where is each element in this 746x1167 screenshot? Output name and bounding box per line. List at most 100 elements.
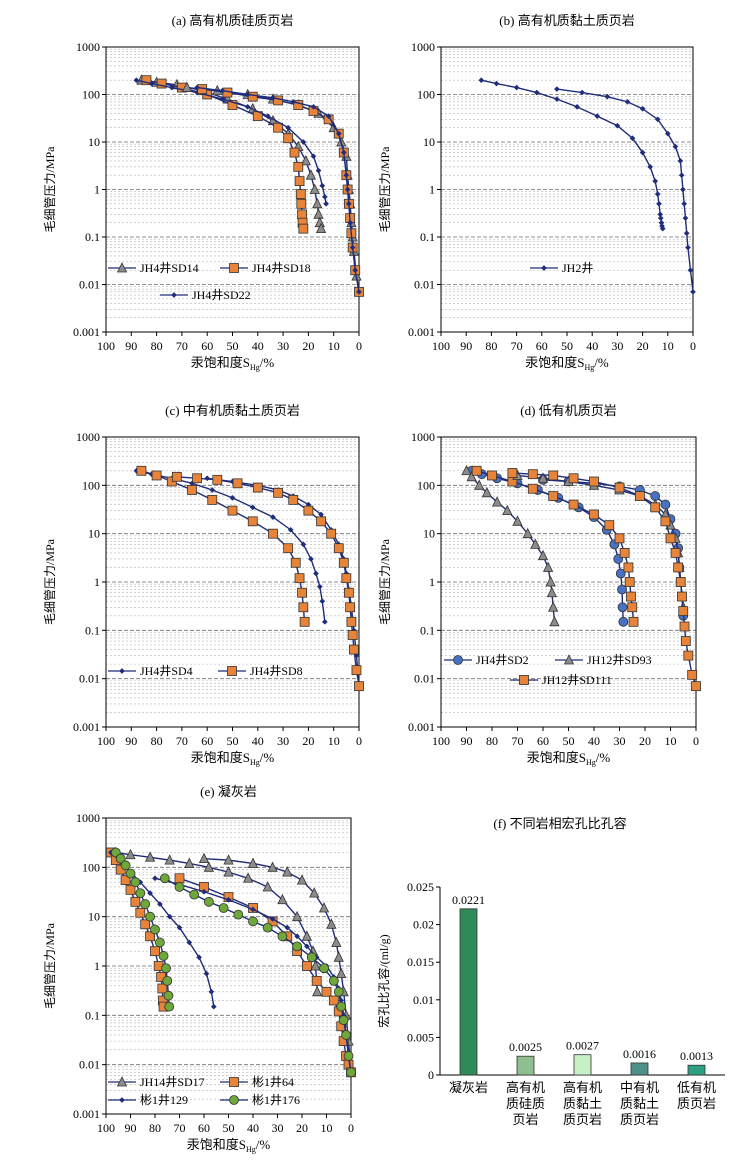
y-tick-label: 0.1 [85,230,100,244]
data-point [176,924,183,931]
data-point [345,602,356,613]
data-point [512,515,523,526]
bar [516,1055,535,1076]
panel-title: (c) 中有机质黏土质页岩 [165,403,300,418]
data-point [654,116,661,123]
y-tick-label: 0.02 [413,918,434,932]
x-tick-label: 50 [563,734,575,748]
data-point [626,591,636,602]
legend-label: 彬1井176 [252,1093,300,1107]
data-point [163,990,174,1001]
data-point [664,130,671,137]
data-point [158,951,169,961]
y-tick-label: 0.001 [408,720,435,734]
data-point [299,616,310,627]
data-point [687,669,698,680]
y-tick-label: 0.001 [73,1107,100,1121]
data-point [125,884,136,895]
y-tick-label: 100 [82,860,100,874]
data-point [312,985,323,997]
y-tick-label: 0 [428,1068,434,1082]
data-point [147,890,153,896]
legend-marker [119,1097,125,1103]
data-point [248,916,258,927]
data-point [624,577,635,587]
data-point [315,167,322,174]
x-axis-label-sub: Hg [585,363,595,372]
data-point [614,482,625,493]
legend-label: JH12井SD111 [542,673,612,687]
x-category-label: 质黏土 [563,1096,602,1111]
data-point [341,1030,352,1040]
data-point [244,104,251,110]
y-tick-label: 0.01 [414,672,435,686]
data-point [181,81,193,92]
data-point [316,583,323,590]
data-point [164,1001,175,1012]
data-point [487,470,497,481]
data-point [212,474,223,485]
x-axis-label-main: 汞饱和度S [191,750,250,765]
y-tick-label: 0.01 [79,1058,100,1072]
data-point [310,104,317,110]
y-tick-label: 0.001 [73,720,100,734]
x-axis-label-main: 汞饱和度S [527,750,586,765]
data-point [347,219,353,226]
legend-label: JH12井SD93 [587,653,652,667]
y-axis-label: 毛细管压力/MPa [42,538,57,625]
x-tick-label: 60 [198,1121,210,1135]
data-point [270,95,276,101]
data-point [174,873,185,884]
x-tick-label: 70 [511,339,523,353]
data-point [219,87,226,94]
data-point [326,918,337,929]
data-point [627,602,638,613]
data-point [296,874,308,885]
x-tick-label: 30 [272,1121,284,1135]
x-axis-label-main: 汞饱和度S [525,355,584,370]
data-point [568,473,579,484]
data-point [115,853,126,864]
legend-label: 彬1井64 [252,1075,294,1089]
data-point [614,533,625,544]
data-point [311,975,322,986]
y-tick-label: 0.005 [407,1030,434,1044]
data-point [336,967,347,979]
data-point [120,860,131,871]
legend-label: 彬1井129 [140,1093,188,1107]
panel-title: (a) 高有机质硅质页岩 [172,13,294,28]
data-point [187,485,197,495]
y-tick-label: 10 [423,527,435,541]
bar-value-label: 0.0016 [623,1047,656,1061]
x-axis-label: 汞饱和度SHg/% [187,1137,271,1154]
data-point [349,644,359,655]
data-point [466,470,477,482]
bar-value-label: 0.0027 [566,1039,599,1053]
data-point [150,924,160,935]
data-point [282,866,293,877]
x-axis-label-unit: /% [594,355,609,370]
x-tick-label: 0 [356,339,362,353]
data-point [474,479,485,490]
data-point [589,509,599,520]
data-point [310,153,317,160]
data-point [313,570,319,577]
data-point [298,223,309,234]
data-point [347,630,358,640]
data-point [157,983,168,994]
legend-marker [229,1077,239,1087]
data-point [683,230,690,237]
data-point [293,100,304,110]
x-tick-label: 40 [586,339,598,353]
data-point [316,516,326,527]
x-tick-label: 50 [561,339,573,353]
data-point [471,465,482,476]
y-tick-label: 0.001 [73,325,100,339]
data-point [262,922,273,933]
data-point [300,155,312,166]
data-point [594,113,601,119]
y-tick-label: 0.025 [407,880,434,894]
data-point [301,961,312,971]
